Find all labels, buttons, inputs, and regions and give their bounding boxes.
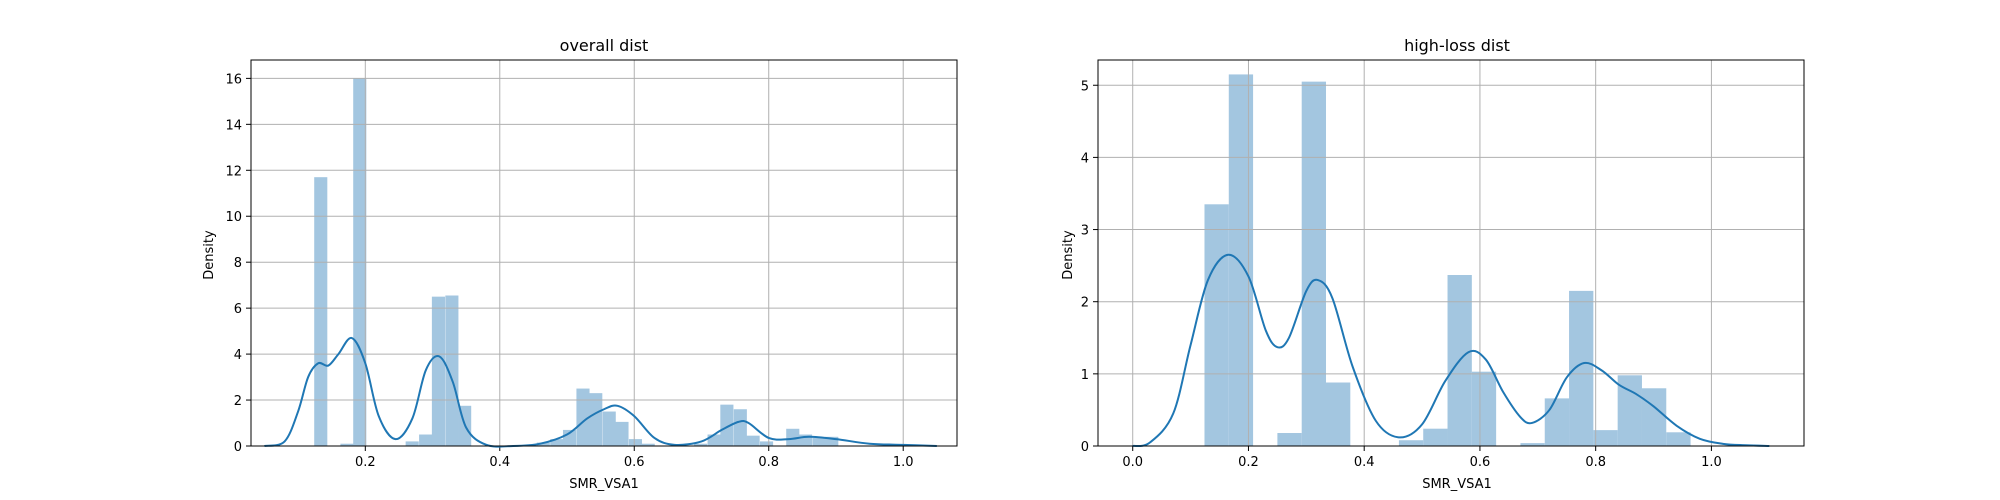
y-tick-label: 4 <box>1081 151 1089 166</box>
y-tick-label: 0 <box>234 440 242 455</box>
histogram-bar <box>1641 388 1667 446</box>
histogram-bar <box>1569 290 1594 446</box>
histogram-bar <box>550 439 564 446</box>
kde-line <box>1132 253 1770 448</box>
y-tick-label: 12 <box>225 164 242 179</box>
histogram-bar <box>733 409 747 446</box>
y-tick-label: 8 <box>234 256 242 271</box>
x-tick-label: 0.0 <box>1122 455 1143 470</box>
histogram-bar <box>720 404 734 446</box>
histogram-bar <box>759 441 774 446</box>
y-tick-label: 0 <box>1081 440 1089 455</box>
histogram-bar <box>1228 74 1254 447</box>
y-tick-label: 14 <box>225 118 242 133</box>
histogram-bar <box>798 434 813 446</box>
y-axis-label: Density <box>1061 230 1076 280</box>
x-tick-label: 1.0 <box>893 455 914 470</box>
histogram-bar <box>431 296 445 446</box>
y-tick-label: 2 <box>1081 296 1089 311</box>
axes-frame <box>250 59 958 447</box>
histogram-bar <box>1301 81 1327 446</box>
high-loss-dist-panel: high-loss dist SMR_VSA1 Density 0.0 0.2 0.… <box>1061 36 1805 492</box>
y-tick-label: 2 <box>234 394 242 409</box>
x-tick-label: 0.8 <box>1585 455 1606 470</box>
histogram-bar <box>641 443 655 446</box>
histogram-bar <box>628 439 642 446</box>
histogram-bar <box>405 441 419 446</box>
histogram-bar <box>576 388 590 446</box>
histogram-bar <box>1520 443 1545 446</box>
x-tick-label: 1.0 <box>1701 455 1722 470</box>
x-tick-label: 0.4 <box>1354 455 1375 470</box>
chart-title: high-loss dist <box>1404 36 1510 55</box>
axes-frame <box>1097 59 1805 447</box>
histogram-bar <box>589 393 603 446</box>
histogram-bar <box>1471 371 1497 446</box>
grid-lines <box>1098 60 1804 447</box>
chart-title: overall dist <box>560 36 649 55</box>
histogram-bar <box>694 443 708 446</box>
histogram-bar <box>1204 204 1229 446</box>
overall-dist-panel: overall dist SMR_VSA1 Density 0.2 0.4 0.6 0… <box>202 36 958 492</box>
x-tick-label: 0.8 <box>758 455 779 470</box>
x-tick-label: 0.2 <box>1238 455 1259 470</box>
histogram-bar <box>1398 440 1424 446</box>
histogram-bar <box>314 177 328 446</box>
x-tick-label: 0.4 <box>489 455 510 470</box>
x-axis-label: SMR_VSA1 <box>1422 477 1492 492</box>
x-tick-label: 0.2 <box>355 455 376 470</box>
histogram-bar <box>786 428 800 446</box>
y-tick-label: 5 <box>1081 79 1089 94</box>
histogram-bar <box>340 443 354 446</box>
histogram-bar <box>707 434 721 446</box>
y-tick-label: 1 <box>1081 368 1089 383</box>
y-tick-label: 16 <box>225 72 242 87</box>
y-tick-label: 10 <box>225 210 242 225</box>
histogram-bar <box>1544 398 1570 446</box>
histogram-bar <box>1666 432 1691 446</box>
histogram-bar <box>825 436 839 446</box>
histogram-bar <box>746 435 760 446</box>
histogram-bar <box>1277 433 1302 446</box>
histogram-bar <box>419 434 433 446</box>
histogram-bar <box>445 295 459 446</box>
y-tick-label: 6 <box>234 302 242 317</box>
grid-lines <box>251 60 957 447</box>
x-axis-label: SMR_VSA1 <box>569 477 639 492</box>
x-tick-label: 0.6 <box>1470 455 1491 470</box>
histogram-bar <box>1593 430 1618 446</box>
histogram-bar <box>812 437 826 446</box>
x-tick-label: 0.6 <box>624 455 645 470</box>
y-axis-label: Density <box>202 230 217 280</box>
kde-line <box>264 337 937 448</box>
histogram-bar <box>602 411 616 446</box>
histogram-bar <box>1326 382 1351 446</box>
y-tick-label: 3 <box>1081 224 1089 239</box>
histogram-bars <box>1204 74 1691 447</box>
histogram-bar <box>615 421 629 446</box>
histogram-bar <box>1423 428 1448 446</box>
y-tick-label: 4 <box>234 348 242 363</box>
histogram-bar <box>536 442 550 446</box>
